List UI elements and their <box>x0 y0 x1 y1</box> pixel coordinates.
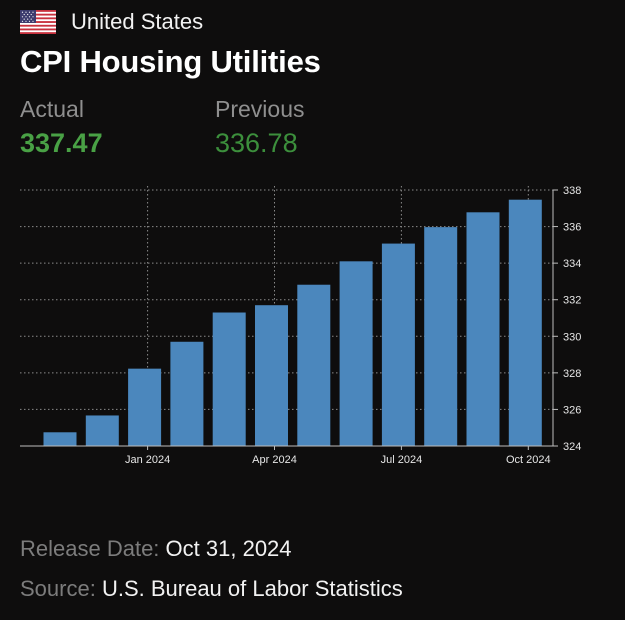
y-tick-label: 336 <box>563 222 581 234</box>
bar-2024-10 <box>508 199 542 446</box>
indicator-title: CPI Housing Utilities <box>20 44 321 79</box>
release-date-label: Release Date: <box>20 536 160 561</box>
bar-2023-11 <box>43 432 77 446</box>
x-tick-label: Jul 2024 <box>381 454 423 466</box>
y-tick-label: 330 <box>563 331 581 343</box>
bar-2024-05 <box>297 284 331 446</box>
source-value: U.S. Bureau of Labor Statistics <box>101 576 403 601</box>
y-tick-label: 326 <box>563 404 581 416</box>
x-tick-label: Apr 2024 <box>252 454 297 466</box>
y-tick-label: 324 <box>563 441 581 453</box>
actual-stat: Actual 337.47 <box>20 96 103 159</box>
us-flag-icon <box>20 10 56 34</box>
country-name: United States <box>71 9 204 34</box>
bar-2024-08 <box>424 227 458 446</box>
y-tick-label: 328 <box>563 368 581 380</box>
y-tick-label: 334 <box>563 258 581 270</box>
previous-stat: Previous 336.78 <box>215 96 304 159</box>
y-tick-label: 332 <box>563 295 581 307</box>
country-header: United States <box>20 8 203 36</box>
release-date: Release Date: Oct 31, 2024 <box>20 536 292 562</box>
previous-value: 336.78 <box>215 128 298 158</box>
bar-2024-07 <box>381 243 415 446</box>
cpi-bar-chart: 324 326 328 330 332 334 336 338 Jan 2024 Apr 2024… <box>20 185 581 466</box>
release-date-value: Oct 31, 2024 <box>165 536 292 561</box>
bar-2024-06 <box>339 261 373 446</box>
bar-2024-01 <box>128 368 162 446</box>
bar-2024-04 <box>255 305 288 446</box>
y-tick-label: 338 <box>563 185 581 197</box>
chart-bars <box>43 199 542 446</box>
x-tick-label: Jan 2024 <box>125 454 170 466</box>
bar-2024-02 <box>170 341 204 446</box>
previous-label: Previous <box>215 96 305 122</box>
actual-value: 337.47 <box>20 128 103 158</box>
bar-2024-09 <box>466 212 500 446</box>
source-label: Source: <box>20 576 96 601</box>
chart-axes: 324 326 328 330 332 334 336 338 Jan 2024 Apr 2024… <box>20 185 581 466</box>
data-source: Source: U.S. Bureau of Labor Statistics <box>20 576 403 602</box>
actual-label: Actual <box>20 96 84 122</box>
x-tick-label: Oct 2024 <box>506 454 551 466</box>
bar-2024-03 <box>212 312 246 446</box>
bar-2023-12 <box>85 415 119 446</box>
